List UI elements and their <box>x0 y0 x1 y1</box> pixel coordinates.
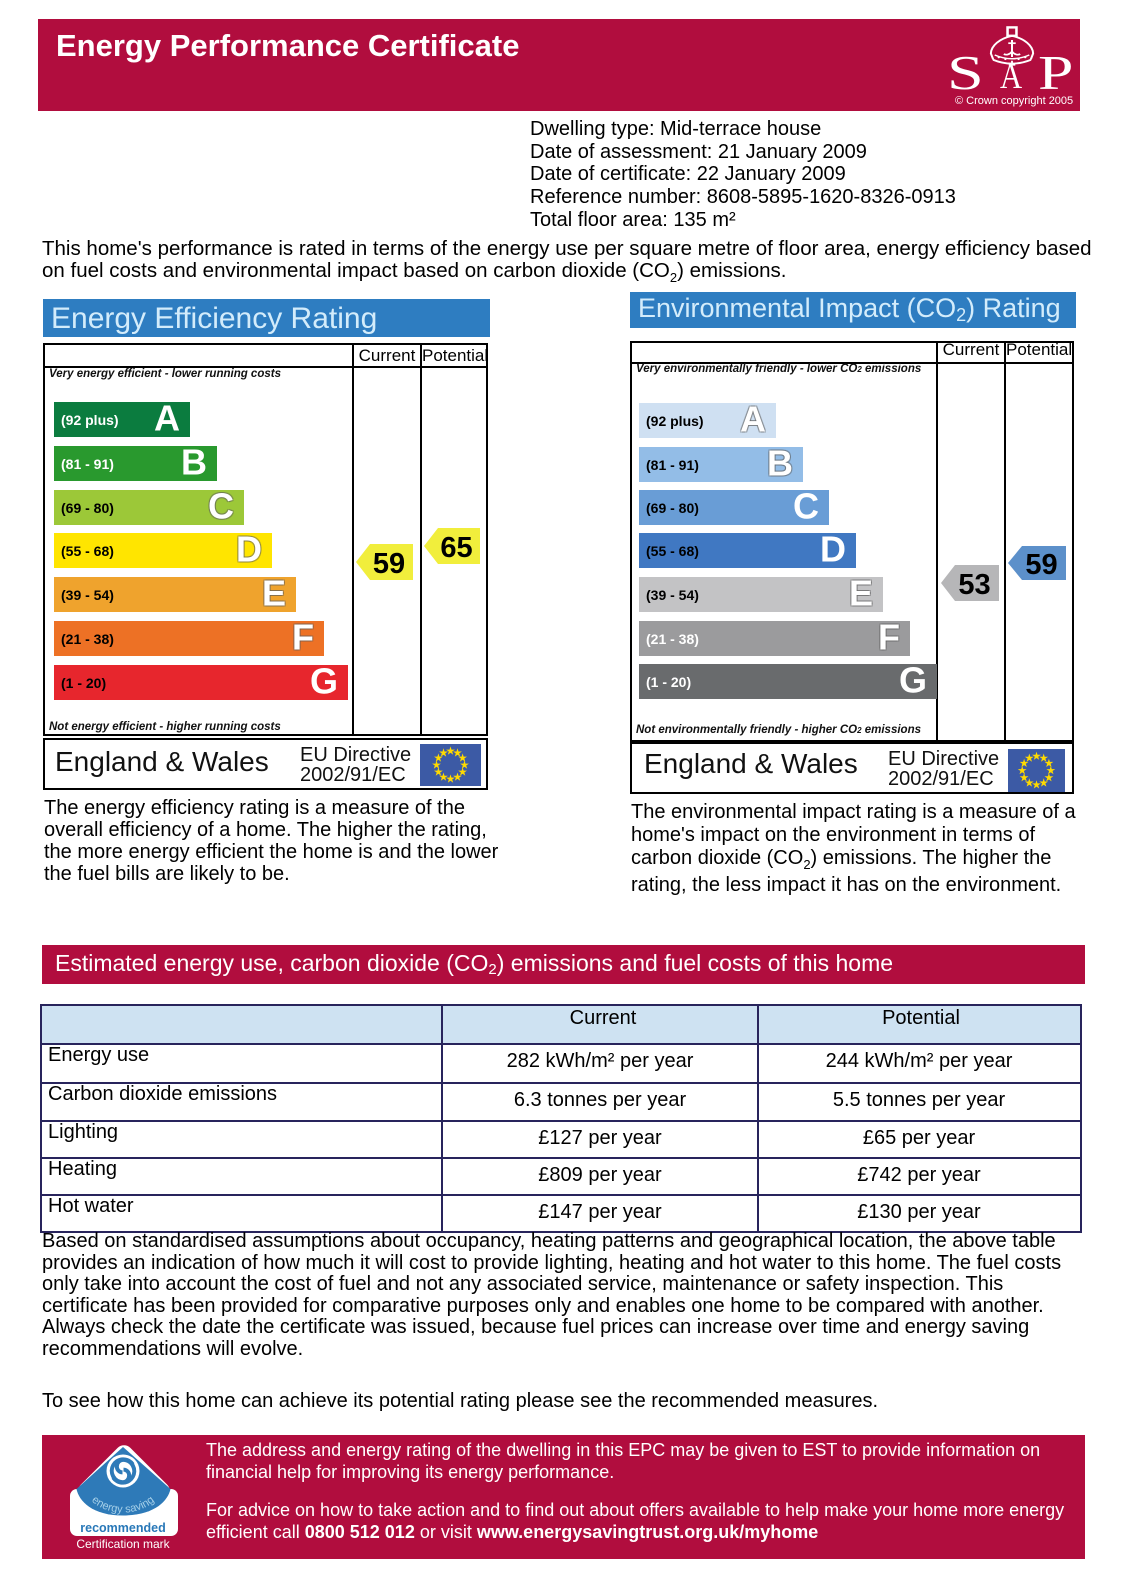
svg-text:Certification mark: Certification mark <box>76 1537 170 1551</box>
svg-text:recommended: recommended <box>80 1521 165 1535</box>
